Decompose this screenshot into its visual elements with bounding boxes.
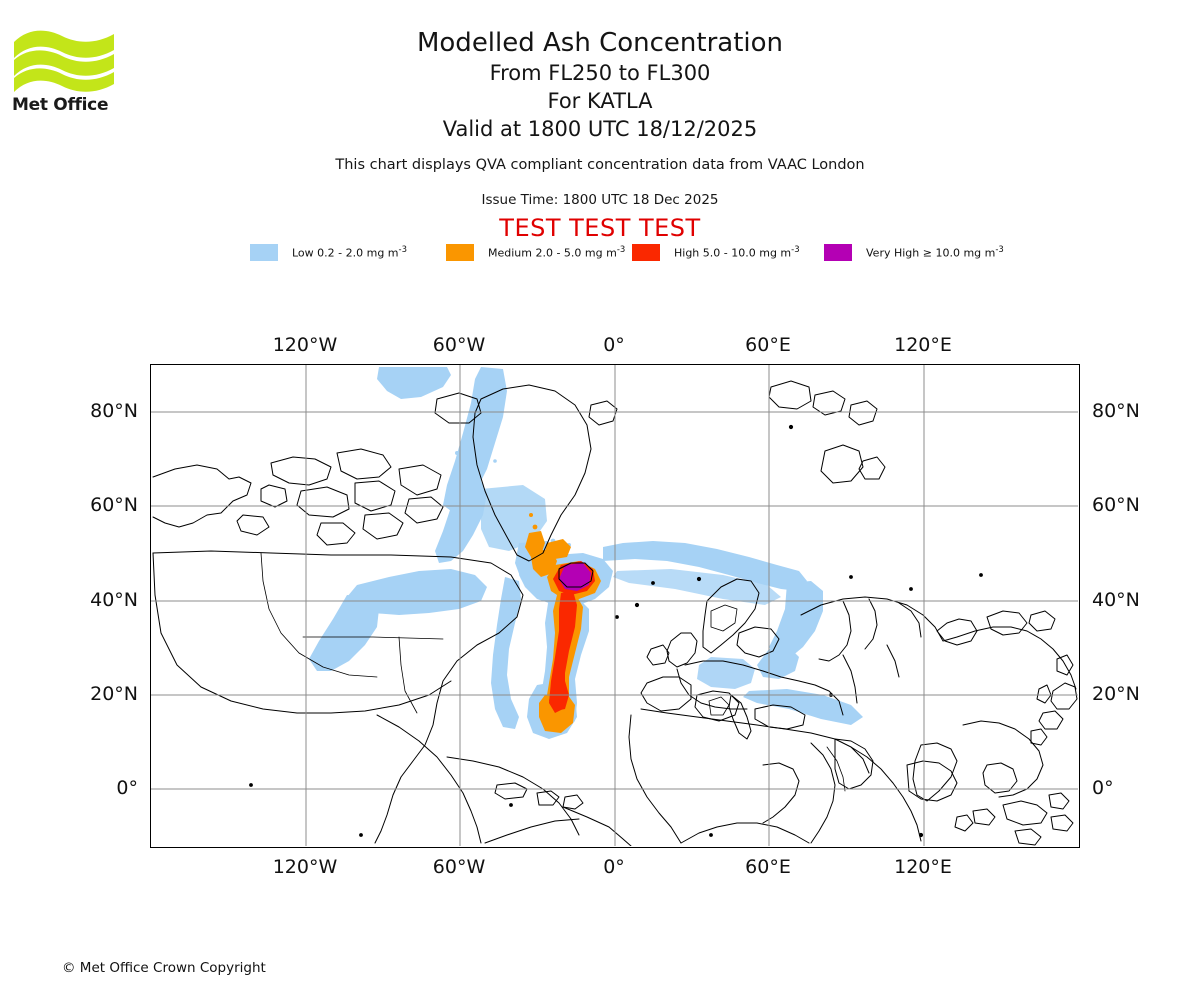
met-office-logo-text: Met Office — [12, 95, 109, 115]
map-frame — [150, 364, 1080, 848]
x-tick-bottom-60w: 60°W — [432, 856, 486, 878]
y-tick-left-20n: 20°N — [90, 683, 138, 705]
title-line-2: From FL250 to FL300 — [489, 61, 711, 85]
y-tick-right-0: 0° — [1092, 777, 1114, 799]
legend-swatch-high — [632, 243, 660, 261]
legend-swatch-medium — [446, 243, 474, 261]
test-banner: TEST TEST TEST — [499, 214, 701, 242]
title-line-4: Valid at 1800 UTC 18/12/2025 — [442, 117, 758, 141]
copyright-notice: © Met Office Crown Copyright — [62, 960, 266, 976]
x-tick-top-0: 0° — [603, 334, 625, 356]
legend-label-medium: Medium 2.0 - 5.0 mg m-3 — [488, 244, 626, 260]
x-tick-top-60e: 60°E — [745, 334, 791, 356]
y-tick-left-60n: 60°N — [90, 494, 138, 516]
y-tick-right-20n: 20°N — [1092, 683, 1140, 705]
concentration-legend: Low 0.2 - 2.0 mg m-3 Medium 2.0 - 5.0 mg… — [250, 242, 1004, 262]
met-office-wave-icon — [14, 30, 114, 92]
legend-swatch-low — [250, 243, 278, 261]
graticule-layer — [151, 365, 1078, 846]
y-tick-right-40n: 40°N — [1092, 589, 1140, 611]
legend-item-low: Low 0.2 - 2.0 mg m-3 — [250, 242, 446, 262]
legend-label-high: High 5.0 - 10.0 mg m-3 — [674, 244, 800, 260]
y-tick-left-0: 0° — [116, 777, 138, 799]
title-line-1: Modelled Ash Concentration — [416, 28, 784, 58]
ash-concentration-map: 120°W 60°W 0° 60°E 120°E 120°W 60°W 0° 6… — [90, 334, 1140, 878]
x-tick-bottom-120w: 120°W — [272, 856, 338, 878]
qva-subtitle: This chart displays QVA compliant concen… — [335, 157, 865, 173]
y-tick-left-80n: 80°N — [90, 400, 138, 422]
y-tick-left-40n: 40°N — [90, 589, 138, 611]
x-tick-top-60w: 60°W — [432, 334, 486, 356]
ash-plume-layer — [309, 367, 863, 739]
x-tick-top-120w: 120°W — [272, 334, 338, 356]
y-tick-right-80n: 80°N — [1092, 400, 1140, 422]
legend-item-medium: Medium 2.0 - 5.0 mg m-3 — [446, 242, 632, 262]
legend-swatch-very-high — [824, 243, 852, 261]
map-canvas — [151, 365, 1078, 846]
x-tick-bottom-120e: 120°E — [894, 856, 952, 878]
y-tick-right-60n: 60°N — [1092, 494, 1140, 516]
legend-item-high: High 5.0 - 10.0 mg m-3 — [632, 242, 824, 262]
legend-label-very-high: Very High ≥ 10.0 mg m-3 — [866, 244, 1004, 260]
page-title: Modelled Ash Concentration From FL250 to… — [0, 28, 1200, 143]
legend-item-very-high: Very High ≥ 10.0 mg m-3 — [824, 242, 1004, 262]
title-line-3: For KATLA — [547, 89, 653, 113]
x-tick-bottom-60e: 60°E — [745, 856, 791, 878]
legend-label-low: Low 0.2 - 2.0 mg m-3 — [292, 244, 407, 260]
x-tick-top-120e: 120°E — [894, 334, 952, 356]
issue-time: Issue Time: 1800 UTC 18 Dec 2025 — [481, 192, 719, 208]
x-tick-bottom-0: 0° — [603, 856, 625, 878]
met-office-logo: Met Office — [12, 26, 122, 116]
